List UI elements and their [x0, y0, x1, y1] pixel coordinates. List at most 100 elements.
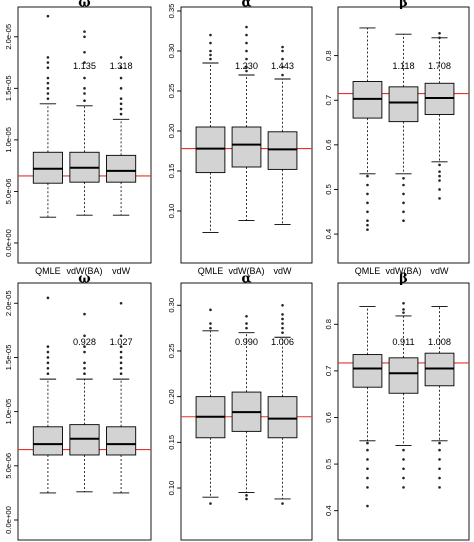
outlier-point [46, 61, 50, 64]
outlier-point [438, 486, 441, 489]
y-tick-label: 0.15 [167, 435, 176, 450]
y-tick-label: 0.5 [324, 184, 333, 195]
outlier-point [209, 53, 212, 57]
outlier-point [366, 201, 369, 205]
x-category-label: vdW [274, 266, 293, 276]
y-tick-label: 0.10 [167, 204, 176, 219]
y-tick-label: 0.6 [324, 412, 333, 423]
outlier-point [119, 66, 123, 70]
outlier-point [438, 458, 441, 461]
outlier-point [245, 49, 248, 53]
outlier-point [209, 33, 212, 37]
outlier-point [245, 497, 248, 501]
panel-3: β 0.4 0.5 0.6 0.7 0.8 QMLE vdW(BA) 1.118 vdW 1.708 [324, 0, 470, 276]
outlier-point [83, 61, 86, 64]
outlier-point [438, 174, 441, 178]
outlier-point [281, 45, 284, 49]
outlier-point [438, 197, 441, 200]
outlier-point [402, 467, 405, 471]
outlier-point [281, 73, 284, 77]
y-tick-label: 2.0e-05 [4, 290, 13, 316]
y-tick-label: 0.25 [167, 344, 176, 359]
efficiency-ratio-label: 1.027 [110, 337, 133, 347]
outlier-point [209, 49, 212, 53]
x-category-label: QMLE [35, 266, 61, 276]
y-tick-label: 1.0e-05 [4, 399, 13, 425]
outlier-point [83, 76, 86, 80]
panel-1: ω 0.0e+00 5.0e-06 1.0e-05 1.5e-05 2.0e-05 QMLE… [4, 0, 152, 276]
outlier-point [245, 41, 248, 45]
outlier-point [402, 219, 405, 222]
x-category-label: vdW(BA) [229, 266, 265, 276]
iqr-box [105, 426, 137, 456]
outlier-point [281, 326, 284, 330]
iqr-box [69, 424, 100, 456]
outlier-point [281, 57, 284, 61]
outlier-point [438, 170, 441, 173]
outlier-point [119, 56, 123, 59]
panel-title: ω [78, 272, 90, 287]
y-tick-label: 2.0e-05 [4, 24, 13, 50]
box-vdwba [231, 25, 262, 222]
outlier-point [83, 361, 86, 365]
iqr-box [195, 126, 226, 174]
outlier-point [281, 49, 284, 53]
outlier-point [46, 356, 50, 359]
panel-title: ω [78, 0, 90, 11]
efficiency-ratio-label: 1.008 [428, 337, 451, 347]
outlier-point [438, 188, 441, 191]
outlier-point [83, 372, 86, 375]
outlier-point [402, 486, 405, 489]
efficiency-ratio-label: 1.006 [271, 337, 294, 347]
box-vdw [424, 306, 455, 489]
outlier-point [83, 30, 86, 33]
y-tick-label: 0.30 [167, 298, 176, 313]
outlier-point [366, 192, 369, 196]
outlier-point [245, 494, 248, 497]
iqr-box [267, 131, 298, 170]
outlier-point [46, 366, 50, 370]
outlier-point [366, 174, 369, 178]
outlier-point [83, 350, 86, 354]
x-category-label: vdW(BA) [67, 266, 103, 276]
y-tick-label: 0.35 [167, 4, 176, 19]
box-vdw [105, 56, 137, 216]
box-vdwba [69, 312, 100, 493]
box-qmle [352, 306, 383, 508]
iqr-box [267, 396, 298, 439]
y-tick-label: 5.0e-06 [4, 179, 13, 205]
box-qmle [32, 14, 64, 218]
outlier-point [245, 314, 248, 318]
outlier-point [402, 311, 405, 314]
outlier-point [245, 322, 248, 325]
outlier-point [281, 322, 284, 325]
outlier-point [119, 372, 123, 375]
outlier-point [281, 303, 284, 307]
outlier-point [366, 504, 369, 508]
outlier-point [46, 14, 50, 18]
efficiency-ratio-label: 1.135 [73, 61, 96, 71]
y-tick-label: 0.20 [167, 124, 176, 139]
outlier-point [402, 308, 405, 311]
outlier-point [46, 87, 50, 90]
outlier-point [245, 25, 248, 29]
outlier-point [366, 228, 369, 231]
plot-frame [180, 6, 313, 264]
y-tick-label: 0.8 [324, 50, 333, 61]
outlier-point [119, 76, 123, 80]
y-tick-label: 0.6 [324, 140, 333, 151]
outlier-point [83, 92, 86, 95]
outlier-point [209, 57, 212, 61]
y-tick-label: 0.30 [167, 44, 176, 59]
efficiency-ratio-label: 1.318 [110, 61, 133, 71]
efficiency-ratio-label: 1.230 [235, 61, 258, 71]
outlier-point [402, 177, 405, 180]
iqr-box [388, 357, 419, 394]
efficiency-ratio-label: 0.928 [73, 337, 96, 347]
outlier-point [438, 163, 441, 167]
outlier-point [46, 76, 50, 80]
iqr-box [105, 154, 137, 183]
y-tick-label: 0.10 [167, 481, 176, 496]
outlier-point [366, 219, 369, 222]
